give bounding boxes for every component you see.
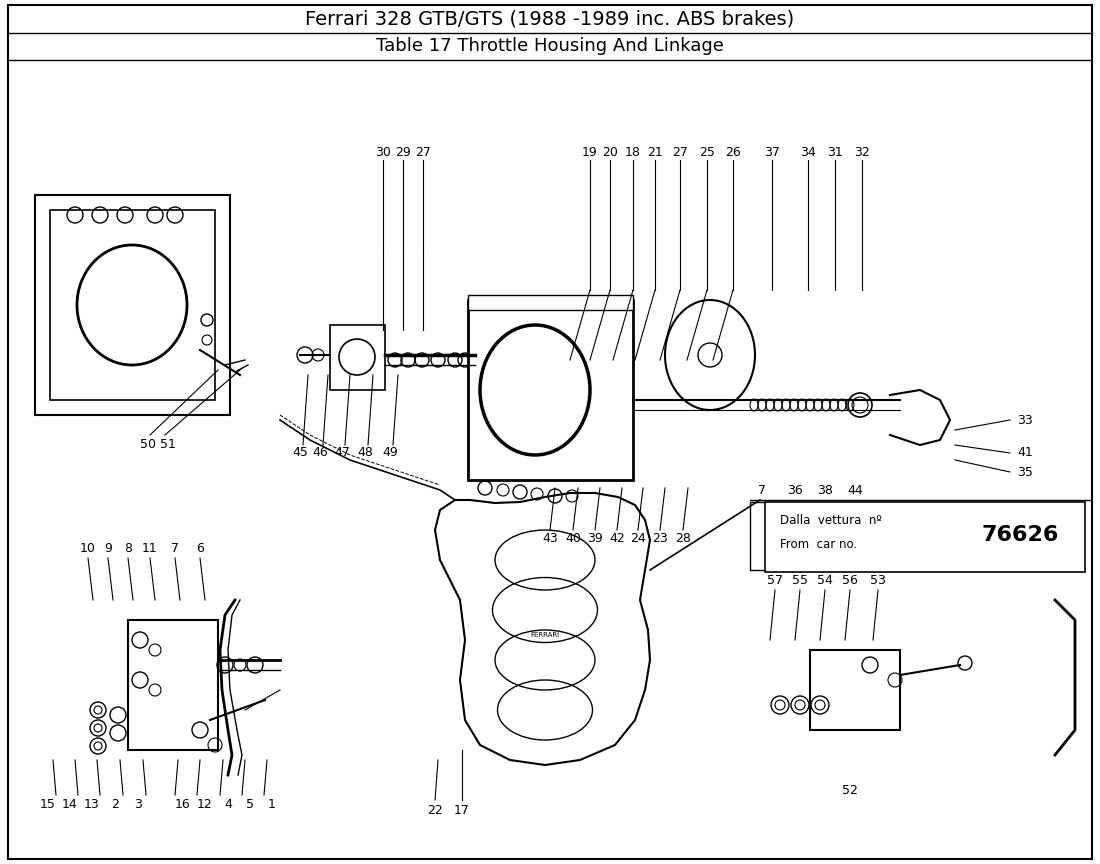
Text: 42: 42 [609, 532, 625, 545]
Text: 6: 6 [196, 542, 204, 555]
Text: 24: 24 [630, 532, 646, 545]
Text: Table 17 Throttle Housing And Linkage: Table 17 Throttle Housing And Linkage [376, 37, 724, 55]
Text: 27: 27 [672, 145, 688, 158]
Bar [50, 210, 215, 400]
Text: 45: 45 [293, 447, 308, 460]
Bar [330, 325, 385, 390]
Text: 43: 43 [542, 532, 558, 545]
Bar [810, 650, 900, 730]
Text: 14: 14 [62, 797, 78, 810]
Text: 17: 17 [454, 804, 470, 816]
Text: 35: 35 [1018, 466, 1033, 479]
Text: 55: 55 [792, 574, 808, 587]
Text: 32: 32 [854, 145, 870, 158]
Text: 12: 12 [197, 797, 213, 810]
Text: 49: 49 [382, 447, 398, 460]
Text: 1: 1 [268, 797, 276, 810]
Text: 3: 3 [134, 797, 142, 810]
Text: 37: 37 [764, 145, 780, 158]
Text: FERRARI: FERRARI [530, 632, 560, 638]
Bar [764, 502, 1085, 572]
Text: 28: 28 [675, 532, 691, 545]
Text: 19: 19 [582, 145, 598, 158]
Text: 11: 11 [142, 542, 158, 555]
Text: 29: 29 [395, 145, 411, 158]
Text: 16: 16 [175, 797, 191, 810]
Text: 8: 8 [124, 542, 132, 555]
Text: Dalla  vettura  nº: Dalla vettura nº [780, 513, 882, 526]
Text: 5: 5 [246, 797, 254, 810]
Text: 9: 9 [104, 542, 112, 555]
Text: 52: 52 [843, 784, 858, 797]
Text: 21: 21 [647, 145, 663, 158]
Text: 2: 2 [111, 797, 119, 810]
Text: 36: 36 [788, 484, 803, 497]
Text: 10: 10 [80, 542, 96, 555]
Text: 54: 54 [817, 574, 833, 587]
Bar [128, 620, 218, 750]
Text: 20: 20 [602, 145, 618, 158]
Text: 44: 44 [847, 484, 862, 497]
Text: 56: 56 [843, 574, 858, 587]
Text: 7: 7 [170, 542, 179, 555]
Text: 34: 34 [800, 145, 816, 158]
Text: 25: 25 [700, 145, 715, 158]
Text: 40: 40 [565, 532, 581, 545]
Bar [468, 295, 632, 310]
Text: 15: 15 [40, 797, 56, 810]
Text: From  car no.: From car no. [780, 538, 857, 551]
Bar [35, 195, 230, 415]
Text: 4: 4 [224, 797, 232, 810]
Text: 39: 39 [587, 532, 603, 545]
Text: 18: 18 [625, 145, 641, 158]
Text: 31: 31 [827, 145, 843, 158]
Text: 30: 30 [375, 145, 390, 158]
Text: 41: 41 [1018, 447, 1033, 460]
Text: 22: 22 [427, 804, 443, 816]
Text: 33: 33 [1018, 414, 1033, 427]
Text: 57: 57 [767, 574, 783, 587]
Text: 7: 7 [758, 484, 766, 497]
Text: 46: 46 [312, 447, 328, 460]
Text: 13: 13 [84, 797, 100, 810]
Text: Ferrari 328 GTB/GTS (1988 -1989 inc. ABS brakes): Ferrari 328 GTB/GTS (1988 -1989 inc. ABS… [306, 10, 794, 29]
Text: 23: 23 [652, 532, 668, 545]
Text: 50: 50 [140, 437, 156, 450]
Text: 76626: 76626 [981, 525, 1058, 545]
Text: 26: 26 [725, 145, 741, 158]
Text: 38: 38 [817, 484, 833, 497]
Text: 27: 27 [415, 145, 431, 158]
Text: 53: 53 [870, 574, 886, 587]
Text: 48: 48 [358, 447, 373, 460]
Bar [468, 300, 632, 480]
Text: 51: 51 [161, 437, 176, 450]
Text: 47: 47 [334, 447, 350, 460]
